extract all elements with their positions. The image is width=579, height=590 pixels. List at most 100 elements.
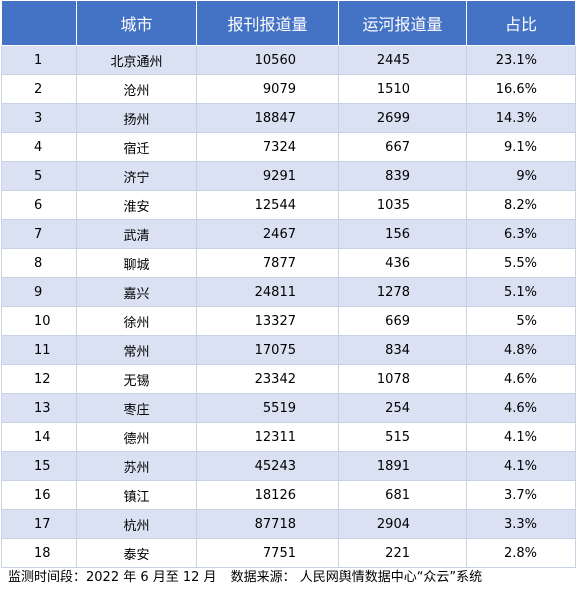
table-row: 3 扬州 18847 2699 14.3%: [1, 103, 576, 133]
footer-note: 监测时间段：2022 年 6 月至 12 月数据来源： 人民网舆情数据中心“众云…: [8, 566, 482, 585]
cell-share: 3.3%: [466, 509, 576, 539]
cell-press-count: 23342: [196, 364, 339, 394]
cell-press-count: 7751: [196, 538, 339, 568]
cell-press-count: 87718: [196, 509, 339, 539]
cell-canal-count: 2699: [338, 103, 467, 133]
header-share: 占比: [466, 0, 576, 46]
cell-canal-count: 667: [338, 132, 467, 162]
cell-share: 3.7%: [466, 480, 576, 510]
cell-press-count: 24811: [196, 277, 339, 307]
cell-canal-count: 1035: [338, 190, 467, 220]
cell-index: 8: [1, 248, 77, 278]
cell-share: 5%: [466, 306, 576, 336]
cell-city: 德州: [76, 422, 197, 452]
cell-share: 9%: [466, 161, 576, 191]
cell-press-count: 7324: [196, 132, 339, 162]
cell-canal-count: 221: [338, 538, 467, 568]
header-press-count: 报刊报道量: [196, 0, 339, 46]
cell-share: 16.6%: [466, 74, 576, 104]
cell-canal-count: 1278: [338, 277, 467, 307]
cell-share: 9.1%: [466, 132, 576, 162]
cell-canal-count: 436: [338, 248, 467, 278]
cell-city: 聊城: [76, 248, 197, 278]
table-row: 9 嘉兴 24811 1278 5.1%: [1, 277, 576, 307]
cell-canal-count: 681: [338, 480, 467, 510]
monitoring-period: 监测时间段：2022 年 6 月至 12 月: [8, 570, 217, 585]
cell-city: 淮安: [76, 190, 197, 220]
cell-share: 4.1%: [466, 422, 576, 452]
cell-press-count: 18126: [196, 480, 339, 510]
table-row: 13 枣庄 5519 254 4.6%: [1, 393, 576, 423]
cell-share: 14.3%: [466, 103, 576, 133]
cell-index: 18: [1, 538, 77, 568]
table-body: 1 北京通州 10560 2445 23.1% 2 沧州 9079 1510 16.6% 3 扬州 18…: [1, 45, 576, 568]
cell-city: 镇江: [76, 480, 197, 510]
cell-index: 17: [1, 509, 77, 539]
cell-city: 沧州: [76, 74, 197, 104]
cell-index: 16: [1, 480, 77, 510]
cell-city: 徐州: [76, 306, 197, 336]
cell-canal-count: 515: [338, 422, 467, 452]
cell-canal-count: 834: [338, 335, 467, 365]
cell-share: 4.8%: [466, 335, 576, 365]
table-row: 8 聊城 7877 436 5.5%: [1, 248, 576, 278]
cell-share: 8.2%: [466, 190, 576, 220]
cell-press-count: 9079: [196, 74, 339, 104]
cell-index: 15: [1, 451, 77, 481]
cell-city: 北京通州: [76, 45, 197, 75]
cell-index: 3: [1, 103, 77, 133]
cell-canal-count: 1078: [338, 364, 467, 394]
cell-city: 苏州: [76, 451, 197, 481]
cell-press-count: 12311: [196, 422, 339, 452]
table-row: 11 常州 17075 834 4.8%: [1, 335, 576, 365]
cell-index: 12: [1, 364, 77, 394]
cell-index: 10: [1, 306, 77, 336]
cell-share: 5.5%: [466, 248, 576, 278]
cell-index: 13: [1, 393, 77, 423]
table-row: 7 武清 2467 156 6.3%: [1, 219, 576, 249]
cell-city: 嘉兴: [76, 277, 197, 307]
cell-share: 5.1%: [466, 277, 576, 307]
cell-city: 济宁: [76, 161, 197, 191]
table-row: 4 宿迁 7324 667 9.1%: [1, 132, 576, 162]
table-row: 10 徐州 13327 669 5%: [1, 306, 576, 336]
cell-index: 11: [1, 335, 77, 365]
cell-canal-count: 254: [338, 393, 467, 423]
cell-canal-count: 2904: [338, 509, 467, 539]
cell-press-count: 18847: [196, 103, 339, 133]
cell-index: 1: [1, 45, 77, 75]
cell-press-count: 13327: [196, 306, 339, 336]
cell-share: 2.8%: [466, 538, 576, 568]
cell-city: 杭州: [76, 509, 197, 539]
cell-index: 5: [1, 161, 77, 191]
table-row: 5 济宁 9291 839 9%: [1, 161, 576, 191]
cell-press-count: 12544: [196, 190, 339, 220]
cell-share: 6.3%: [466, 219, 576, 249]
cell-press-count: 45243: [196, 451, 339, 481]
data-table: 城市 报刊报道量 运河报道量 占比 1 北京通州 10560 2445 23.1% 2 沧州…: [1, 0, 576, 568]
cell-index: 2: [1, 74, 77, 104]
cell-index: 6: [1, 190, 77, 220]
cell-index: 9: [1, 277, 77, 307]
cell-city: 扬州: [76, 103, 197, 133]
cell-city: 常州: [76, 335, 197, 365]
cell-city: 泰安: [76, 538, 197, 568]
cell-canal-count: 1510: [338, 74, 467, 104]
cell-index: 7: [1, 219, 77, 249]
table-row: 17 杭州 87718 2904 3.3%: [1, 509, 576, 539]
cell-canal-count: 669: [338, 306, 467, 336]
table-row: 14 德州 12311 515 4.1%: [1, 422, 576, 452]
cell-canal-count: 2445: [338, 45, 467, 75]
table-row: 15 苏州 45243 1891 4.1%: [1, 451, 576, 481]
cell-share: 4.6%: [466, 364, 576, 394]
table-row: 16 镇江 18126 681 3.7%: [1, 480, 576, 510]
cell-press-count: 17075: [196, 335, 339, 365]
cell-canal-count: 839: [338, 161, 467, 191]
cell-press-count: 9291: [196, 161, 339, 191]
table-row: 18 泰安 7751 221 2.8%: [1, 538, 576, 568]
table-row: 1 北京通州 10560 2445 23.1%: [1, 45, 576, 75]
cell-press-count: 2467: [196, 219, 339, 249]
header-index: [1, 0, 77, 46]
cell-press-count: 7877: [196, 248, 339, 278]
cell-city: 武清: [76, 219, 197, 249]
